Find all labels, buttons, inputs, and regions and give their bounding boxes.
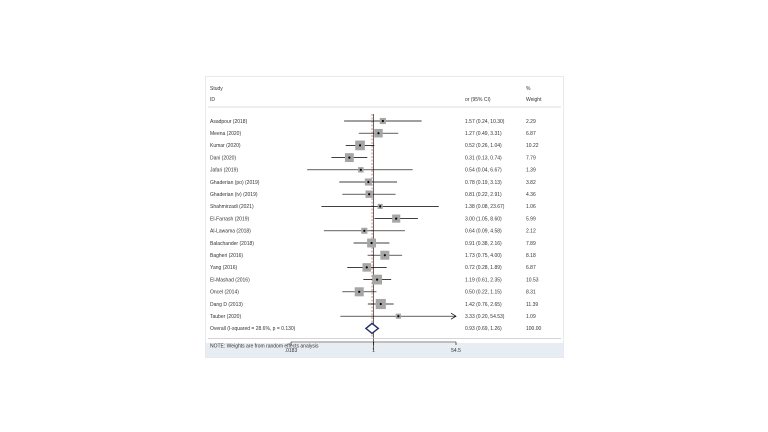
study-ci-text: 3.33 (0.20, 54.53) xyxy=(465,314,505,320)
study-ci-text: 0.91 (0.38, 2.16) xyxy=(465,241,502,247)
point-estimate xyxy=(368,193,371,196)
study-label: Tauber (2020) xyxy=(210,314,241,320)
study-ci-text: 1.27 (0.49, 3.31) xyxy=(465,131,502,137)
point-estimate xyxy=(363,229,366,232)
x-tick-label: 54.5 xyxy=(451,348,461,354)
point-estimate xyxy=(379,205,382,208)
study-ci-text: 0.54 (0.04, 6.67) xyxy=(465,168,502,174)
header-id: ID xyxy=(210,97,215,103)
study-ci-text: 1.73 (0.75, 4.00) xyxy=(465,253,502,259)
study-ci-text: 1.42 (0.76, 2.65) xyxy=(465,302,502,308)
study-label: El-Mashad (2016) xyxy=(210,277,250,283)
study-label: Dani (2020) xyxy=(210,155,236,161)
study-ci-text: 0.50 (0.22, 1.15) xyxy=(465,290,502,296)
point-estimate xyxy=(358,290,361,293)
study-label: Bagheri (2016) xyxy=(210,253,243,259)
study-ci-text: 1.38 (0.08, 23.67) xyxy=(465,204,505,210)
study-weight: 7.89 xyxy=(526,241,536,247)
ci-arrow xyxy=(450,312,457,320)
header-weight: Weight xyxy=(526,97,542,103)
study-ci-text: 1.57 (0.24, 10.30) xyxy=(465,119,505,125)
study-weight: 6.87 xyxy=(526,265,536,271)
study-label: Ghaderian (iv) (2019) xyxy=(210,192,258,198)
study-ci-text: 1.19 (0.61, 2.35) xyxy=(465,277,502,283)
study-ci-text: 0.78 (0.19, 3.13) xyxy=(465,180,502,186)
study-label: Ghaderian (po) (2019) xyxy=(210,180,260,186)
study-weight: 1.06 xyxy=(526,204,536,210)
study-weight: 2.12 xyxy=(526,229,536,235)
header-study: Study xyxy=(210,86,223,92)
study-label: Jafari (2019) xyxy=(210,168,238,174)
study-weight: 5.99 xyxy=(526,216,536,222)
study-label: Balachander (2018) xyxy=(210,241,254,247)
point-estimate xyxy=(397,315,400,318)
study-ci-text: 0.72 (0.28, 1.89) xyxy=(465,265,502,271)
study-weight: 8.31 xyxy=(526,290,536,296)
overall-weight: 100.00 xyxy=(526,326,542,332)
point-estimate xyxy=(395,217,398,220)
point-estimate xyxy=(370,241,373,245)
point-estimate xyxy=(383,254,386,257)
study-ci-text: 0.31 (0.13, 0.74) xyxy=(465,155,502,161)
overall-diamond xyxy=(364,322,380,335)
study-weight: 7.79 xyxy=(526,155,536,161)
point-estimate xyxy=(377,132,380,135)
study-weight: 3.82 xyxy=(526,180,536,186)
study-weight: 4.36 xyxy=(526,192,536,198)
forest-plot-panel: Study ID or (95% CI)% Weight Asadpour (2018)… xyxy=(205,76,564,358)
point-estimate xyxy=(348,156,351,159)
study-ci-text: 3.00 (1.05, 8.60) xyxy=(465,216,502,222)
overall-ci-text: 0.93 (0.69, 1.26) xyxy=(465,326,502,332)
study-label: Dang D (2013) xyxy=(210,302,243,308)
point-estimate xyxy=(365,266,368,269)
point-estimate xyxy=(376,278,379,281)
x-tick-label: 1 xyxy=(372,348,375,354)
study-label: Asadpour (2018) xyxy=(210,119,248,125)
x-tick-label: .0183 xyxy=(285,348,298,354)
point-estimate xyxy=(358,144,362,147)
study-label: Yang (2016) xyxy=(210,265,237,271)
study-weight: 1.39 xyxy=(526,168,536,174)
header-weight-percent: % xyxy=(526,86,531,92)
study-label: Kumar (2020) xyxy=(210,143,241,149)
study-ci-text: 0.81 (0.22, 2.91) xyxy=(465,192,502,198)
study-weight: 8.18 xyxy=(526,253,536,259)
study-weight: 10.53 xyxy=(526,277,539,283)
study-label: Al-Lawama (2018) xyxy=(210,229,251,235)
study-label: Meena (2020) xyxy=(210,131,241,137)
study-ci-text: 0.52 (0.26, 1.04) xyxy=(465,143,502,149)
study-ci-text: 0.64 (0.09, 4.58) xyxy=(465,229,502,235)
forest-plot: Study ID or (95% CI)% Weight Asadpour (2018)… xyxy=(208,86,561,354)
point-estimate xyxy=(367,180,370,184)
weights-note: NOTE: Weights are from random effects an… xyxy=(210,343,319,349)
study-weight: 1.09 xyxy=(526,314,536,320)
study-label: Oncel (2014) xyxy=(210,290,239,296)
study-weight: 6.87 xyxy=(526,131,536,137)
point-estimate xyxy=(381,119,384,123)
study-weight: 11.39 xyxy=(526,302,538,308)
study-label: El-Farrash (2019) xyxy=(210,216,250,222)
point-estimate xyxy=(359,168,362,171)
axis-band xyxy=(206,343,563,357)
header-ci: or (95% CI) xyxy=(465,97,491,103)
study-weight: 10.22 xyxy=(526,143,539,149)
study-label: Shahmirzadi (2021) xyxy=(210,204,254,210)
study-weight: 2.29 xyxy=(526,119,536,125)
overall-label: Overall (I-squared = 28.6%, p = 0.130) xyxy=(210,326,296,332)
point-estimate xyxy=(379,302,382,306)
